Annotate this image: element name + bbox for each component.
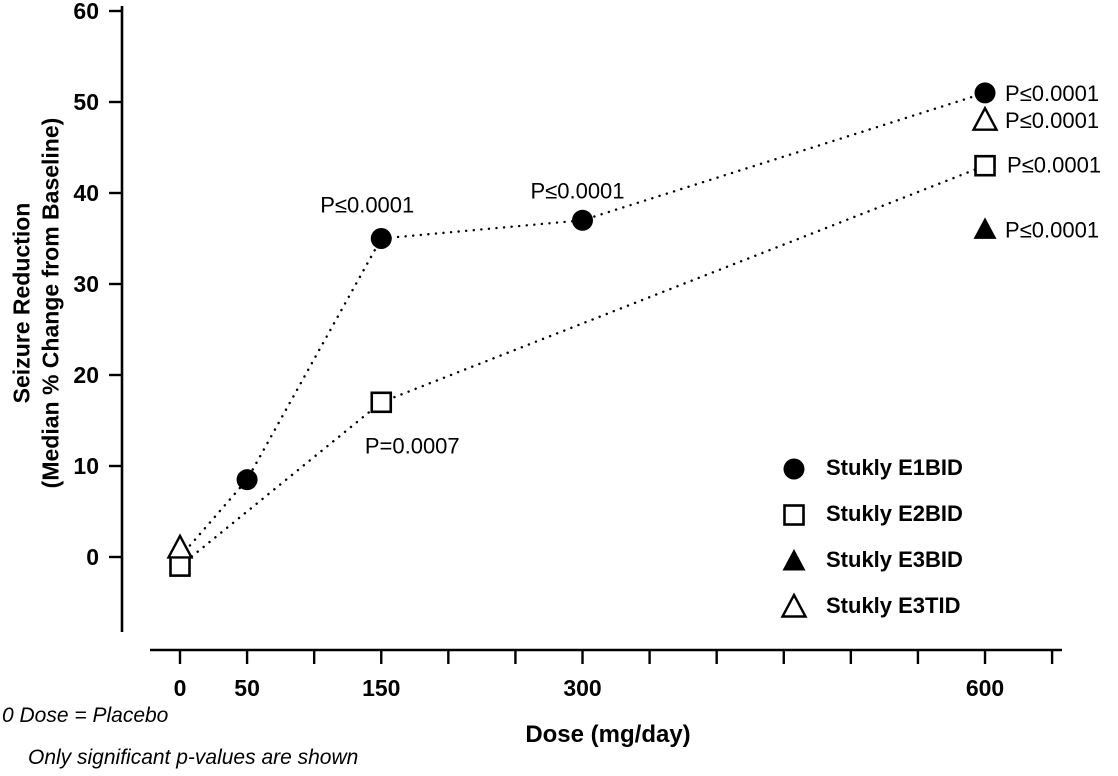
x-tick-label: 0 bbox=[174, 675, 187, 701]
open-triangle-icon bbox=[780, 592, 808, 618]
filled-triangle-marker bbox=[973, 217, 997, 239]
x-tick-label: 600 bbox=[966, 675, 1004, 701]
footnote-pvalues: Only significant p-values are shown bbox=[28, 746, 359, 769]
filled-triangle-icon bbox=[782, 549, 806, 571]
chart-legend: Stukly E1BID Stukly E2BID Stukly E3BID Stuk… bbox=[778, 452, 963, 622]
filled-circle-marker bbox=[370, 228, 392, 249]
x-tick-label: 300 bbox=[563, 675, 601, 701]
open-square-marker bbox=[783, 504, 805, 526]
legend-label: Stukly E1BID bbox=[826, 455, 963, 480]
y-tick-label: 0 bbox=[86, 544, 99, 570]
filled-circle-icon bbox=[783, 458, 805, 480]
p-value-label: P≤0.0001 bbox=[1005, 217, 1099, 242]
y-tick-label: 20 bbox=[73, 362, 99, 388]
p-value-label: P≤0.0001 bbox=[530, 178, 624, 203]
y-axis-title: Seizure Reduction (Median % Change from … bbox=[8, 117, 64, 489]
footnote-placebo: 0 Dose = Placebo bbox=[2, 704, 169, 727]
legend-label: Stukly E3BID bbox=[826, 547, 963, 572]
filled-circle-marker bbox=[572, 209, 594, 231]
legend-item: Stukly E3TID bbox=[778, 590, 963, 622]
y-tick-label: 10 bbox=[73, 453, 99, 479]
y-tick-label: 60 bbox=[73, 0, 99, 24]
filled-circle-marker bbox=[236, 469, 258, 491]
x-axis-title: Dose (mg/day) bbox=[525, 721, 691, 748]
open-square-marker bbox=[370, 391, 393, 414]
x-tick-label: 50 bbox=[234, 675, 260, 701]
p-value-label: P=0.0007 bbox=[365, 433, 460, 458]
open-triangle-marker bbox=[971, 105, 999, 131]
y-tick-label: 30 bbox=[73, 271, 99, 297]
legend-item: Stukly E3BID bbox=[778, 544, 963, 576]
filled-circle-marker bbox=[974, 82, 996, 104]
p-value-label: P≤0.0001 bbox=[1005, 108, 1099, 133]
x-tick-label: 150 bbox=[362, 675, 400, 701]
open-triangle-marker bbox=[166, 533, 194, 559]
filled-triangle-marker bbox=[782, 549, 806, 571]
open-square-icon bbox=[783, 504, 805, 526]
open-square-marker bbox=[974, 154, 996, 177]
series-line bbox=[178, 91, 987, 559]
legend-item: Stukly E2BID bbox=[778, 498, 963, 530]
p-value-label: P≤0.0001 bbox=[1005, 81, 1099, 106]
y-tick-label: 50 bbox=[73, 89, 99, 115]
legend-label: Stukly E2BID bbox=[826, 501, 963, 526]
p-value-label: P≤0.0001 bbox=[320, 193, 414, 218]
y-tick-label: 40 bbox=[73, 180, 99, 206]
legend-item: Stukly E1BID bbox=[778, 452, 963, 484]
open-square-marker bbox=[169, 555, 191, 577]
p-value-label: P≤0.0001 bbox=[1007, 153, 1101, 178]
filled-circle-marker bbox=[783, 458, 805, 480]
open-triangle-marker bbox=[780, 592, 808, 618]
legend-label: Stukly E3TID bbox=[826, 593, 961, 618]
